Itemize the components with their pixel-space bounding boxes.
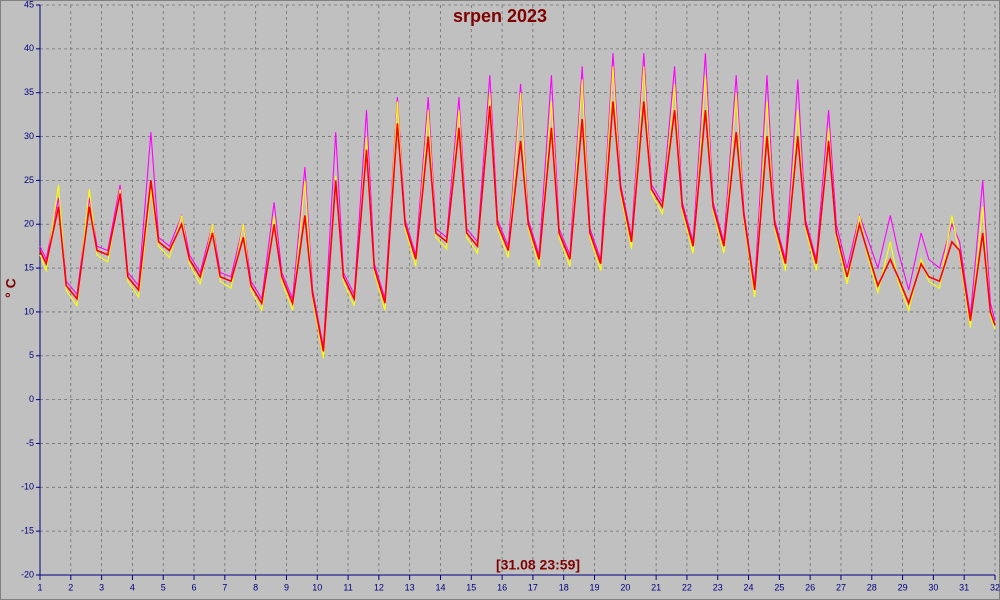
x-tick-label: 10	[312, 582, 322, 592]
series-line	[39, 53, 996, 348]
y-tick-label: 10	[24, 306, 34, 316]
y-tick-label: 35	[24, 87, 34, 97]
x-tick-label: 18	[559, 582, 569, 592]
x-tick-label: 28	[867, 582, 877, 592]
y-tick-label: -15	[21, 526, 34, 536]
x-tick-label: 29	[898, 582, 908, 592]
y-tick-label: 20	[24, 219, 34, 229]
x-tick-label: 6	[192, 582, 197, 592]
x-tick-label: 20	[620, 582, 630, 592]
x-tick-label: 4	[130, 582, 135, 592]
y-tick-label: 45	[24, 0, 34, 9]
x-tick-label: 12	[374, 582, 384, 592]
y-tick-label: 30	[24, 131, 34, 141]
chart-title: srpen 2023	[453, 6, 547, 26]
y-tick-label: -10	[21, 482, 34, 492]
x-tick-label: 17	[528, 582, 538, 592]
series-line	[39, 101, 996, 352]
y-tick-label: 40	[24, 43, 34, 53]
y-tick-label: -20	[21, 569, 34, 579]
x-tick-label: 31	[959, 582, 969, 592]
x-tick-label: 1	[37, 582, 42, 592]
x-tick-label: 2	[68, 582, 73, 592]
x-tick-label: 3	[99, 582, 104, 592]
x-tick-label: 27	[836, 582, 846, 592]
y-tick-label: 5	[29, 350, 34, 360]
x-tick-label: 26	[805, 582, 815, 592]
x-tick-label: 25	[774, 582, 784, 592]
y-tick-label: 0	[29, 394, 34, 404]
x-tick-label: 5	[161, 582, 166, 592]
y-tick-label: 25	[24, 175, 34, 185]
x-tick-label: 7	[222, 582, 227, 592]
x-tick-label: 13	[405, 582, 415, 592]
x-tick-label: 9	[284, 582, 289, 592]
series-line	[39, 66, 996, 359]
x-tick-label: 15	[466, 582, 476, 592]
y-tick-label: -5	[26, 438, 34, 448]
x-tick-label: 24	[744, 582, 754, 592]
x-tick-label: 32	[990, 582, 1000, 592]
x-tick-label: 14	[435, 582, 445, 592]
x-tick-label: 8	[253, 582, 258, 592]
x-tick-label: 30	[928, 582, 938, 592]
x-tick-label: 23	[713, 582, 723, 592]
x-tick-label: 21	[651, 582, 661, 592]
annotation: [31.08 23:59]	[496, 557, 580, 573]
y-axis-label: ° C	[3, 278, 19, 298]
x-tick-label: 11	[343, 582, 352, 592]
x-tick-label: 16	[497, 582, 507, 592]
x-tick-label: 22	[682, 582, 692, 592]
y-tick-label: 15	[24, 262, 34, 272]
x-tick-label: 19	[590, 582, 600, 592]
